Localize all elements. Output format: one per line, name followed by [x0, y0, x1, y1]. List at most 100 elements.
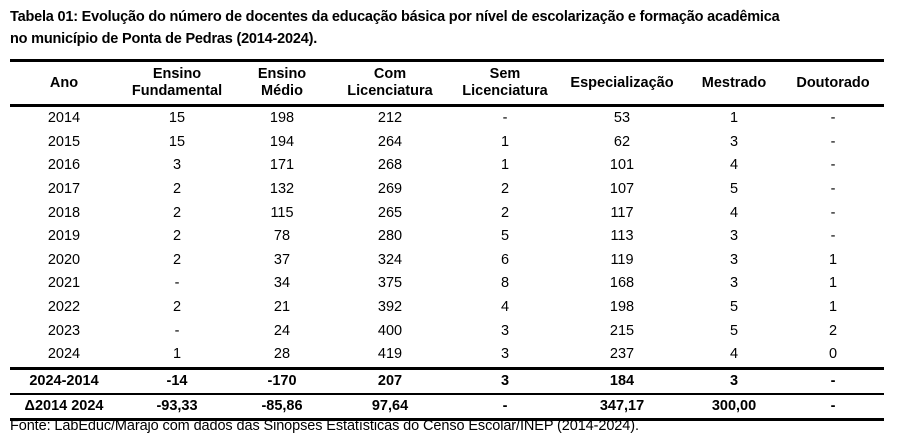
value-cell: 117 — [610, 204, 634, 221]
value-cell: - — [174, 275, 180, 292]
value-cell: 119 — [610, 251, 634, 268]
value-cell: 1 — [828, 251, 838, 268]
year-cell: 2017 — [47, 181, 81, 198]
value-cell: 5 — [500, 228, 510, 245]
value-cell: 5 — [729, 299, 739, 316]
percent-change-row: Δ2014 2024 -93,33 -85,86 97,64-347,17 300,00… — [10, 393, 884, 421]
header-row: Ano Ensino Fundamental Ensino Médio Com Licenc… — [10, 59, 884, 107]
summary-value-cell: - — [782, 368, 884, 395]
value-cell: 2 — [500, 181, 510, 198]
source-note: Fonte: LabEduc/Marajó com dados das Sino… — [10, 418, 639, 434]
column-header-line-2: Médio — [261, 83, 303, 99]
value-cell: 268 — [377, 157, 403, 174]
value-cell: 34 — [273, 275, 291, 292]
value-cell: 132 — [269, 181, 295, 198]
value-cell: - — [174, 322, 180, 339]
value-cell: 3 — [172, 157, 182, 174]
caption-line-1: Tabela 01: Evolução do número de docente… — [10, 9, 780, 25]
value-cell: 269 — [377, 181, 403, 198]
table-row: 2016 3 171 268 1 101 4 - — [10, 154, 884, 178]
table-row: 2021 - 34 375 8 168 3 1 — [10, 272, 884, 296]
summary-value-cell: 207 — [328, 368, 452, 395]
year-cell: 2024 — [10, 342, 118, 370]
table-row: 2020 2 37 324 6 119 3 1 — [10, 249, 884, 273]
column-header-line-1: Ano — [49, 74, 79, 91]
value-cell: 2 — [172, 299, 182, 316]
year-cell: 2016 — [47, 157, 81, 174]
value-cell: 15 — [168, 133, 186, 150]
value-cell: 280 — [377, 228, 403, 245]
value-cell: 264 — [377, 133, 403, 150]
value-cell: - — [830, 157, 836, 174]
value-cell: 6 — [500, 251, 510, 268]
value-cell: 5 — [729, 181, 739, 198]
summary-value-cell: 184 — [558, 368, 686, 395]
value-cell: 1 — [500, 157, 510, 174]
table-row: 2018 2 115 265 2 117 4 - — [10, 201, 884, 225]
table-caption: Tabela 01: Evolução do número de docente… — [10, 6, 905, 50]
summary-label-cell: Δ2014 2024 — [10, 393, 118, 421]
value-cell: 3 — [729, 251, 739, 268]
column-header: Especialização — [558, 59, 686, 107]
summary-value-cell: -85,86 — [236, 393, 328, 421]
value-cell: - — [830, 181, 836, 198]
column-header: Com Licenciatura — [328, 59, 452, 107]
summary-value-cell: 300,00 — [686, 393, 782, 421]
value-cell: 198 — [609, 299, 635, 316]
value-cell: 171 — [269, 157, 295, 174]
value-cell: 215 — [609, 322, 635, 339]
summary-value-cell: 3 — [452, 368, 558, 395]
year-cell: 2019 — [47, 228, 81, 245]
value-cell: 4 — [500, 299, 510, 316]
summary-value-cell: -170 — [236, 368, 328, 395]
value-cell: 37 — [273, 251, 291, 268]
year-cell: 2023 — [47, 322, 81, 339]
summary-value-cell: 347,17 — [558, 393, 686, 421]
value-cell: 8 — [500, 275, 510, 292]
value-cell: 24 — [273, 322, 291, 339]
value-cell: 2 — [172, 204, 182, 221]
value-cell: 4 — [729, 157, 739, 174]
value-cell: 107 — [609, 181, 635, 198]
value-cell: 419 — [328, 342, 452, 370]
value-cell: 113 — [610, 228, 634, 245]
value-cell: 28 — [236, 342, 328, 370]
value-cell: 324 — [377, 251, 403, 268]
table-row: 2015 15 194 264 1 62 3 - — [10, 131, 884, 155]
value-cell: 375 — [377, 275, 403, 292]
summary-value-cell: 97,64 — [328, 393, 452, 421]
value-cell: 115 — [270, 204, 294, 221]
value-cell: 3 — [729, 228, 739, 245]
value-cell: 4 — [686, 342, 782, 370]
summary-value-cell: -93,33 — [118, 393, 236, 421]
value-cell: - — [830, 133, 836, 150]
table-row: 2022 2 21 392 4 198 5 1 — [10, 296, 884, 320]
table-row: 2024 1 28 419 3 237 4 0 — [10, 342, 884, 370]
value-cell: 3 — [500, 322, 510, 339]
difference-row: 2024-2014 -14 -170 207 3 184 3- — [10, 368, 884, 395]
value-cell: 1 — [118, 342, 236, 370]
table-body: 2014 15 198 212-53 1-2015 15 194 264 1 62 3-2016 3 1… — [10, 106, 884, 370]
table-row: 2017 2 132 269 2 107 5 - — [10, 178, 884, 202]
data-table-container: Ano Ensino Fundamental Ensino Médio Com Licenc… — [10, 59, 884, 421]
summary-value-cell: 3 — [686, 368, 782, 395]
summary-value-cell: -14 — [118, 368, 236, 395]
value-cell: 194 — [269, 133, 295, 150]
value-cell: 237 — [558, 342, 686, 370]
value-cell: 2 — [172, 181, 182, 198]
value-cell: - — [502, 110, 508, 127]
column-header: Ensino Médio — [236, 59, 328, 107]
value-cell: 2 — [828, 322, 838, 339]
value-cell: 78 — [273, 228, 291, 245]
column-header: Mestrado — [686, 59, 782, 107]
value-cell: 4 — [729, 204, 739, 221]
value-cell: 1 — [729, 110, 739, 127]
column-header-line-1: Mestrado — [701, 74, 767, 91]
column-header-line-1: Com — [373, 66, 407, 82]
column-header-line-2: Licenciatura — [462, 83, 548, 99]
value-cell: 3 — [729, 133, 739, 150]
value-cell: 2 — [172, 251, 182, 268]
table-row: 2019 2 78 280 5 113 3 - — [10, 225, 884, 249]
value-cell: 1 — [500, 133, 510, 150]
column-header-line-2: Licenciatura — [347, 83, 433, 99]
